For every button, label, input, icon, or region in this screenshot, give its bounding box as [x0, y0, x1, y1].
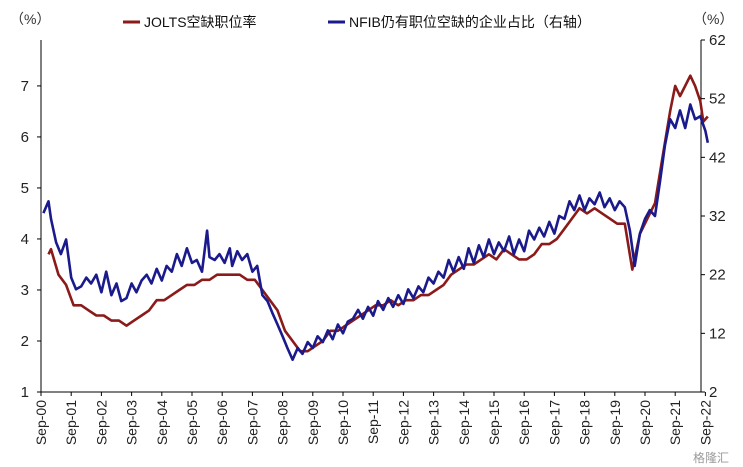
x-tick-label: Sep-07 — [244, 400, 260, 445]
legend-label-jolts: JOLTS空缺职位率 — [144, 14, 257, 30]
left-tick-label: 4 — [21, 231, 29, 248]
x-tick-label: Sep-02 — [93, 400, 109, 445]
x-tick-labels: Sep-00 Sep-01 Sep-02 Sep-03 Sep-04 Sep-05 Sep-… — [33, 392, 713, 445]
x-tick-label: Sep-15 — [486, 400, 502, 445]
right-tick-labels: 2 12 22 32 42 52 62 — [701, 32, 726, 401]
x-tick-label: Sep-12 — [395, 400, 411, 445]
left-tick-label: 1 — [21, 384, 29, 401]
x-tick-label: Sep-09 — [305, 400, 321, 445]
jolts-line — [47, 74, 709, 353]
left-tick-label: 3 — [21, 282, 29, 299]
x-tick-label: Sep-22 — [697, 400, 713, 445]
right-tick-label: 42 — [709, 149, 726, 166]
left-tick-label: 2 — [21, 333, 29, 350]
right-tick-label: 2 — [709, 384, 717, 401]
x-tick-label: Sep-17 — [546, 400, 562, 445]
left-tick-label: 5 — [21, 180, 29, 197]
x-tick-label: Sep-13 — [426, 400, 442, 445]
left-tick-labels: 1 2 3 4 5 6 7 — [21, 78, 41, 401]
x-tick-label: Sep-06 — [214, 400, 230, 445]
right-tick-label: 62 — [709, 32, 726, 49]
right-tick-label: 12 — [709, 325, 726, 342]
right-unit-label: （%） — [693, 11, 733, 27]
x-tick-label: Sep-05 — [184, 400, 200, 445]
x-tick-label: Sep-16 — [516, 400, 532, 445]
right-tick-label: 22 — [709, 267, 726, 284]
x-tick-label: Sep-08 — [275, 400, 291, 445]
legend-label-nfib: NFIB仍有职位空缺的企业占比（右轴） — [349, 14, 591, 30]
x-tick-label: Sep-10 — [335, 400, 351, 445]
x-tick-label: Sep-14 — [456, 400, 472, 445]
x-tick-label: Sep-11 — [365, 400, 381, 444]
left-tick-label: 7 — [21, 78, 29, 95]
legend: JOLTS空缺职位率 NFIB仍有职位空缺的企业占比（右轴） — [123, 14, 591, 30]
left-unit-label: （%） — [10, 11, 50, 27]
x-tick-label: Sep-01 — [63, 400, 79, 445]
x-tick-label: Sep-03 — [124, 400, 140, 445]
watermark: 格隆汇 — [693, 450, 729, 465]
right-tick-label: 52 — [709, 91, 726, 108]
x-tick-label: Sep-18 — [577, 400, 593, 445]
x-tick-label: Sep-19 — [607, 400, 623, 445]
series-lines — [42, 74, 710, 361]
x-tick-label: Sep-21 — [667, 400, 683, 445]
x-tick-label: Sep-20 — [637, 400, 653, 445]
x-tick-label: Sep-04 — [154, 400, 170, 445]
left-tick-label: 6 — [21, 129, 29, 146]
nfib-line — [42, 103, 710, 361]
right-tick-label: 32 — [709, 208, 726, 225]
x-tick-label: Sep-00 — [33, 400, 49, 445]
